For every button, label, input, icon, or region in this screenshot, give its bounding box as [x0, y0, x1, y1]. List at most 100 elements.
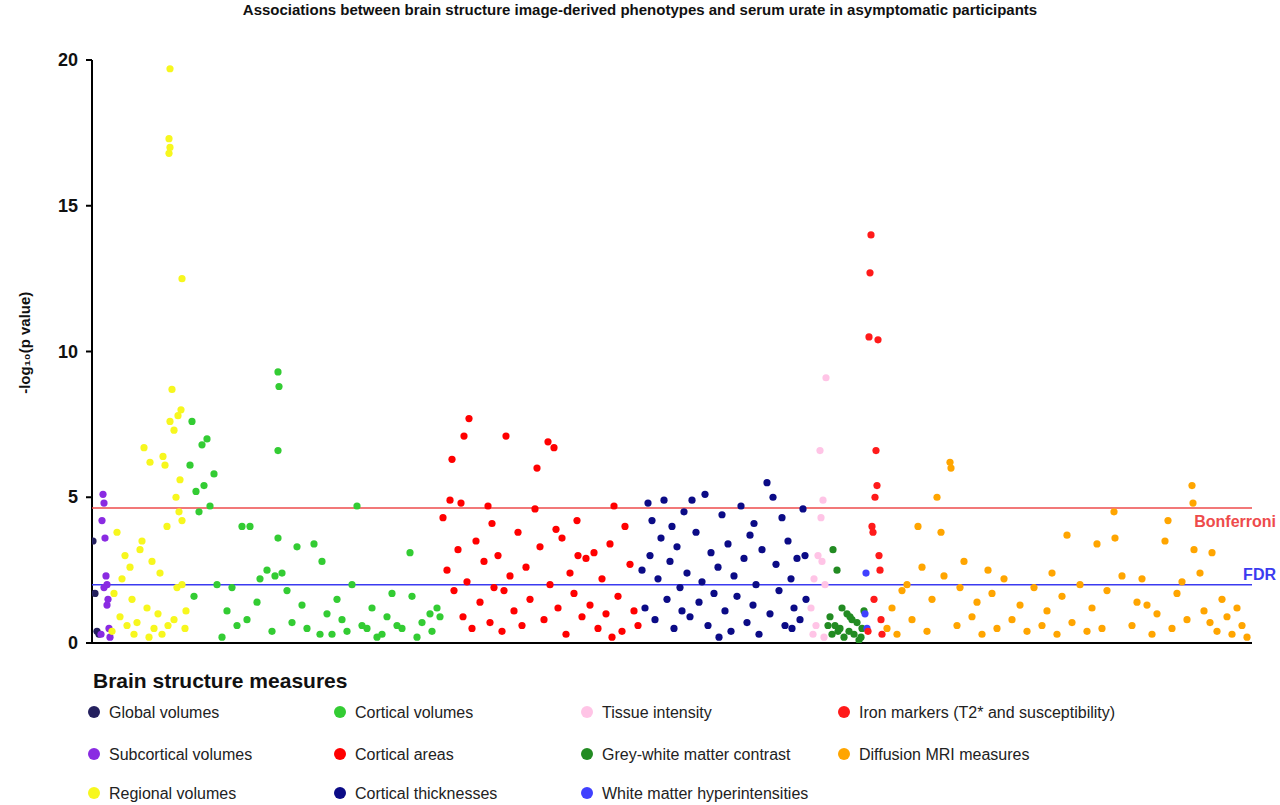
legend-label: Iron markers (T2* and susceptibility) — [859, 704, 1115, 721]
point — [533, 465, 540, 472]
point — [150, 625, 157, 632]
point — [502, 432, 509, 439]
point — [174, 412, 181, 419]
point — [1110, 508, 1117, 515]
point — [688, 497, 695, 504]
point — [253, 599, 260, 606]
point — [573, 517, 580, 524]
legend-marker — [838, 748, 850, 760]
point — [164, 622, 171, 629]
point — [457, 499, 464, 506]
point — [158, 631, 165, 638]
point — [621, 523, 628, 530]
point — [718, 511, 725, 518]
point — [480, 558, 487, 565]
point — [775, 587, 782, 594]
point — [918, 564, 925, 571]
point — [838, 604, 845, 611]
legend-label: Cortical areas — [355, 746, 454, 763]
y-tick-label: 5 — [68, 487, 78, 507]
point — [348, 581, 355, 588]
point — [514, 529, 521, 536]
series-points — [97, 491, 113, 641]
chart: Associations between brain structure ima… — [0, 0, 1280, 805]
point — [873, 482, 880, 489]
point — [165, 150, 172, 157]
y-tick-label: 15 — [58, 196, 78, 216]
point — [1058, 593, 1065, 600]
point — [937, 529, 944, 536]
legend-marker — [334, 748, 346, 760]
point — [1228, 631, 1235, 638]
point — [518, 622, 525, 629]
point — [1103, 587, 1110, 594]
point — [200, 482, 207, 489]
point — [602, 610, 609, 617]
point — [610, 502, 617, 509]
point — [465, 415, 472, 422]
point — [818, 558, 825, 565]
point — [459, 613, 466, 620]
title: Associations between brain structure ima… — [243, 1, 1037, 18]
point — [857, 634, 864, 641]
point — [274, 534, 281, 541]
point — [170, 616, 177, 623]
point — [500, 587, 507, 594]
point — [145, 634, 152, 641]
point — [1133, 599, 1140, 606]
point — [488, 520, 495, 527]
point — [638, 567, 645, 574]
point — [110, 590, 117, 597]
point — [582, 555, 589, 562]
point — [1128, 622, 1135, 629]
legend-marker — [581, 706, 593, 718]
point — [121, 552, 128, 559]
point — [128, 596, 135, 603]
point — [1083, 628, 1090, 635]
point — [727, 628, 734, 635]
point — [238, 523, 245, 530]
legend-marker — [88, 706, 100, 718]
point — [298, 602, 305, 609]
point — [807, 604, 814, 611]
point — [641, 604, 648, 611]
point — [793, 555, 800, 562]
point — [468, 625, 475, 632]
point — [812, 622, 819, 629]
point — [953, 622, 960, 629]
point — [928, 596, 935, 603]
point — [388, 590, 395, 597]
point — [522, 564, 529, 571]
point — [692, 529, 699, 536]
y-tick-label: 0 — [68, 633, 78, 653]
point — [182, 607, 189, 614]
point — [168, 386, 175, 393]
point — [1238, 622, 1245, 629]
point — [1196, 569, 1203, 576]
point — [698, 578, 705, 585]
point — [883, 625, 890, 632]
legend-marker — [334, 787, 346, 799]
point — [673, 543, 680, 550]
point — [188, 418, 195, 425]
point — [1161, 537, 1168, 544]
point — [817, 514, 824, 521]
point — [670, 625, 677, 632]
point — [210, 470, 217, 477]
point — [118, 575, 125, 582]
point — [869, 529, 876, 536]
point — [510, 607, 517, 614]
point — [654, 575, 661, 582]
point — [476, 599, 483, 606]
point — [278, 569, 285, 576]
point — [368, 604, 375, 611]
point — [1048, 569, 1055, 576]
point — [98, 517, 105, 524]
legend-marker — [838, 706, 850, 718]
point — [246, 523, 253, 530]
point — [566, 569, 573, 576]
point — [126, 564, 133, 571]
series-points — [186, 368, 443, 640]
point — [1153, 610, 1160, 617]
point — [1206, 619, 1213, 626]
